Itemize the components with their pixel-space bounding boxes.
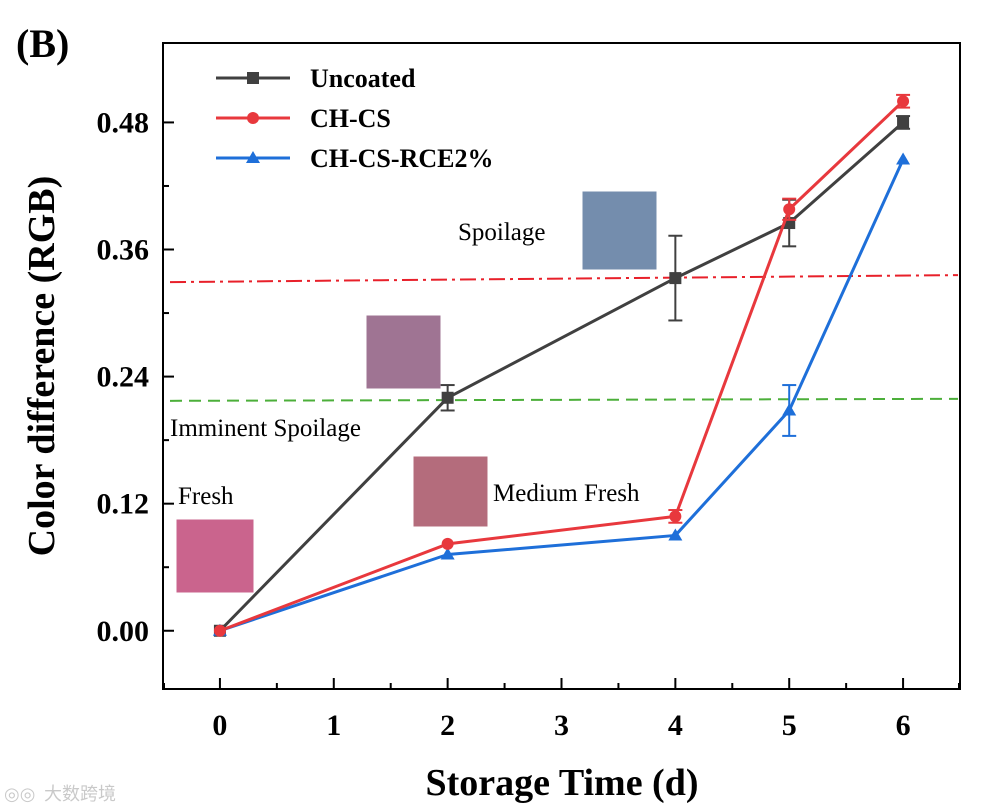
legend-item-ch-cs: CH-CS [216,104,391,133]
y-tick-label: 0.12 [97,488,150,521]
panel-label: (B) [16,21,69,66]
data-point [213,624,226,637]
annotation-spoilage: Spoilage [458,219,546,246]
data-point [897,95,910,108]
color-swatches [176,191,657,593]
x-tick-label: 5 [782,709,797,742]
x-tick-label: 2 [440,709,455,742]
data-point [782,403,797,416]
imminent-spoilage-threshold-line [169,397,959,402]
legend-marker-ch-cs-rce2 [246,151,260,163]
plot-frame [162,42,961,690]
data-point [896,152,911,165]
series-ch-cs-rce2 [212,152,911,636]
x-tick-label: 0 [212,709,227,742]
data-point [669,510,682,523]
annotation-fresh: Fresh [178,483,234,510]
spoilage-threshold-line [169,274,959,284]
y-tick-label: 0.48 [97,106,150,139]
series-line-ch-cs-rce2 [219,158,905,633]
x-tick-label: 6 [896,709,911,742]
y-tick-label: 0.36 [97,234,150,267]
x-axis-ticks: 0 1 2 3 4 5 6 [163,678,960,742]
x-tick-label: 3 [554,709,569,742]
watermark-logo-icon: ◎◎ [4,784,35,805]
legend-marker-ch-cs [247,112,259,124]
series-line-ch-cs [219,100,905,633]
x-axis-title: Storage Time (d) [425,762,698,804]
watermark: ◎◎ 大数跨境 [4,784,116,805]
legend-item-ch-cs-rce2: CH-CS-RCE2% [216,144,493,173]
data-point [897,116,910,129]
series-ch-cs [213,93,911,637]
legend-label-ch-cs-rce2: CH-CS-RCE2% [310,144,493,173]
swatch-spoilage [582,191,657,270]
y-axis-title: Color difference (RGB) [21,176,63,557]
y-tick-label: 0.24 [97,361,150,394]
swatch-imminent-spoilage [366,315,441,389]
legend: Uncoated CH-CS CH-CS-RCE2% [216,64,493,173]
watermark-text: 大数跨境 [44,784,116,805]
threshold-lines [169,274,959,402]
legend-marker-uncoated [247,72,259,84]
annotation-imminent-spoilage: Imminent Spoilage [170,415,361,442]
y-tick-label: 0.00 [97,615,150,648]
swatch-fresh [176,519,254,593]
data-point [783,203,796,216]
data-series [212,93,911,637]
legend-label-uncoated: Uncoated [310,64,416,93]
x-tick-label: 1 [326,709,341,742]
annotation-medium-fresh: Medium Fresh [493,480,640,507]
legend-item-uncoated: Uncoated [216,64,416,93]
swatch-medium-fresh [413,456,488,527]
x-tick-label: 4 [668,709,683,742]
legend-label-ch-cs: CH-CS [310,104,391,133]
data-point [440,547,455,560]
data-point [668,528,683,541]
y-axis-ticks: 0.00 0.12 0.24 0.36 0.48 [97,106,174,648]
data-point [441,537,454,550]
data-point [669,272,682,285]
data-point [441,391,454,404]
